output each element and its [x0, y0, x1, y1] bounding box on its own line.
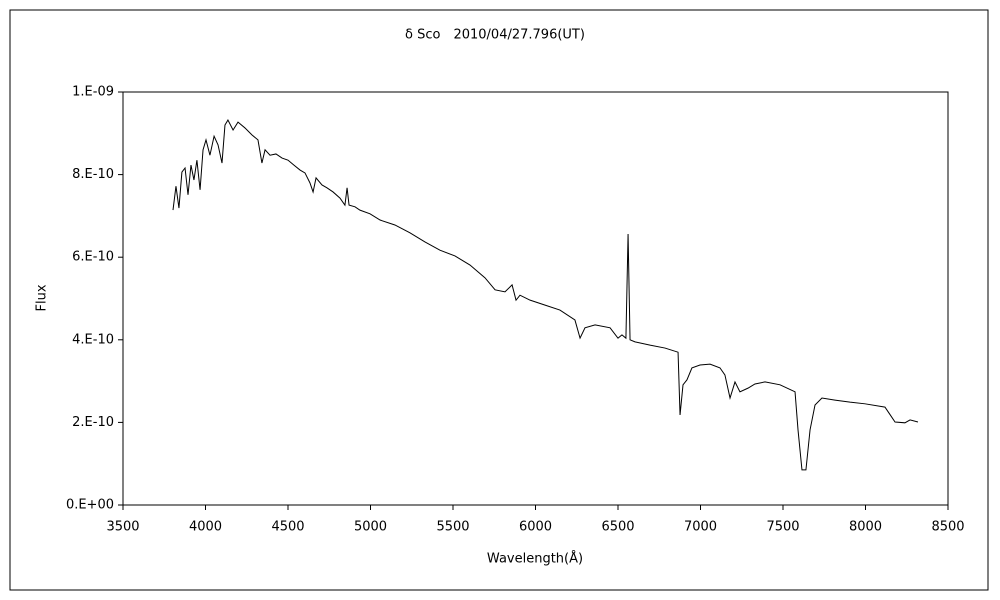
chart-frame: [9, 9, 989, 591]
y-tick-label: 1.E-09: [72, 85, 114, 100]
x-tick-label: 8500: [931, 520, 964, 535]
y-tick-label: 8.E-10: [72, 167, 114, 182]
x-tick-label: 5000: [354, 520, 387, 535]
x-tick-label: 6000: [519, 520, 552, 535]
x-tick-label: 4500: [271, 520, 304, 535]
x-tick-label: 7500: [766, 520, 799, 535]
x-tick-label: 4000: [189, 520, 222, 535]
x-tick-label: 5500: [436, 520, 469, 535]
x-tick-label: 7000: [684, 520, 717, 535]
x-tick-label: 6500: [601, 520, 634, 535]
y-tick-label: 0.E+00: [66, 498, 114, 513]
x-tick-label: 8000: [849, 520, 882, 535]
spectrum-line: [172, 119, 919, 471]
x-tick-label: 3500: [106, 520, 139, 535]
y-tick-label: 2.E-10: [72, 415, 114, 430]
y-axis-label: Flux: [35, 284, 50, 311]
x-axis-label: Wavelength(Å): [487, 551, 583, 567]
chart-title: δ Sco 2010/04/27.796(UT): [405, 28, 585, 43]
y-tick-label: 4.E-10: [72, 332, 114, 347]
y-tick-label: 6.E-10: [72, 250, 114, 265]
